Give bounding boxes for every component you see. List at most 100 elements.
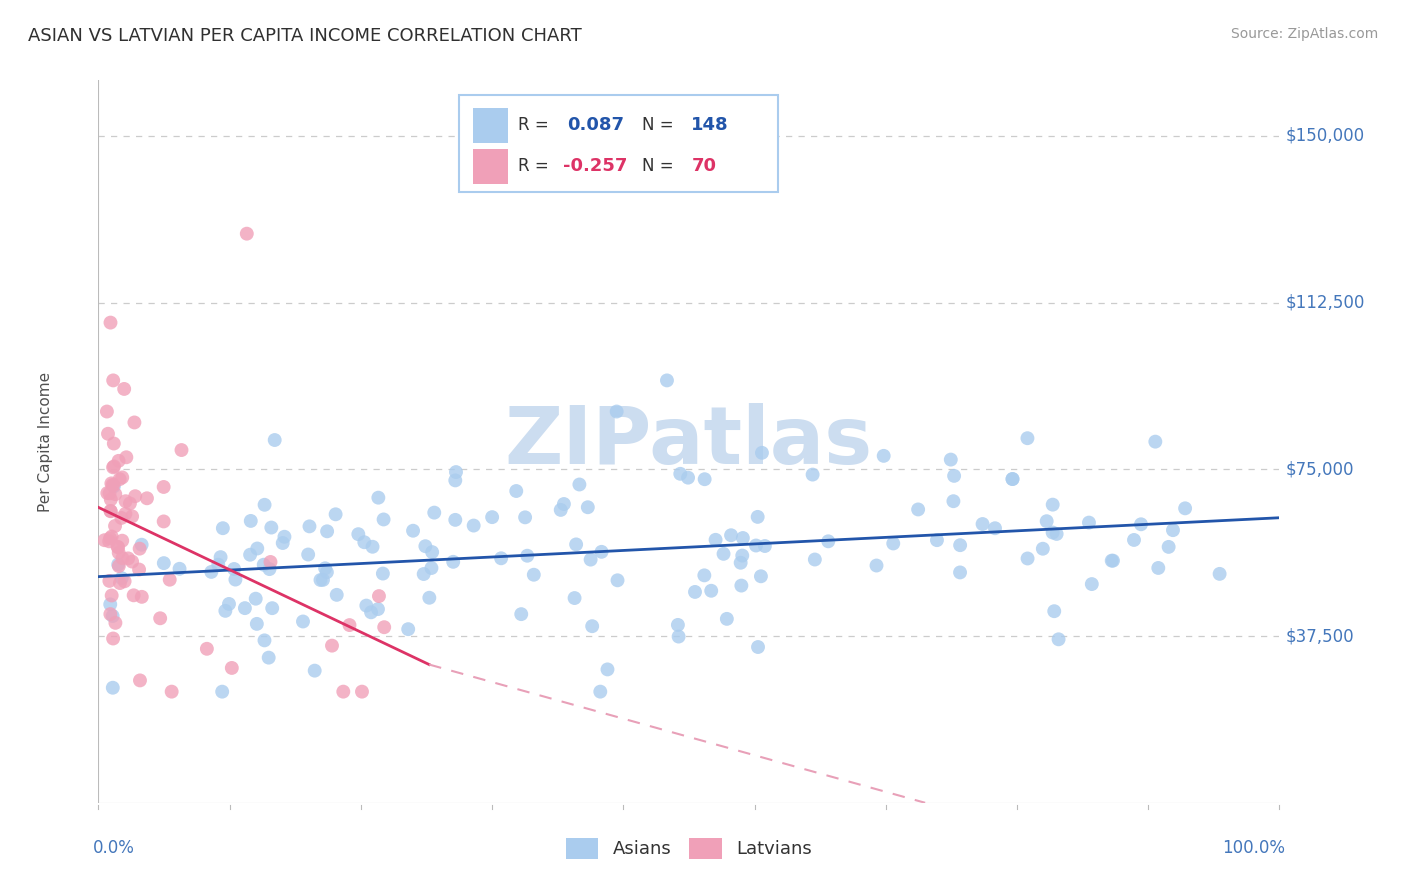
Point [110, 511, 132, 525]
Point [1130, 517, 1153, 532]
Point [321, 639, 343, 653]
Point [668, 630, 690, 644]
Point [122, 588, 145, 602]
Point [200, 565, 222, 579]
Point [589, 684, 612, 698]
Point [361, 540, 384, 554]
Point [103, 479, 125, 493]
Point [112, 382, 135, 396]
Point [754, 539, 776, 553]
Point [298, 519, 321, 533]
Text: ASIAN VS LATVIAN PER CAPITA INCOME CORRELATION CHART: ASIAN VS LATVIAN PER CAPITA INCOME CORRE… [28, 27, 582, 45]
Point [576, 500, 599, 515]
Text: Source: ZipAtlas.com: Source: ZipAtlas.com [1230, 27, 1378, 41]
Point [373, 512, 395, 526]
Point [666, 618, 689, 632]
Point [325, 508, 347, 522]
Point [713, 547, 735, 561]
Text: R =: R = [517, 116, 548, 134]
Point [153, 556, 176, 570]
Point [1001, 472, 1024, 486]
Point [984, 521, 1007, 535]
Point [1102, 554, 1125, 568]
Point [159, 573, 181, 587]
Point [104, 519, 127, 533]
Point [1035, 514, 1057, 528]
Point [128, 541, 150, 556]
Point [236, 227, 259, 241]
Point [98, 607, 121, 621]
Point [98, 532, 121, 546]
Point [350, 684, 373, 698]
Point [720, 528, 742, 542]
Point [101, 632, 124, 646]
Point [124, 416, 146, 430]
Point [423, 506, 446, 520]
Point [304, 664, 326, 678]
Point [596, 662, 619, 676]
Point [418, 591, 440, 605]
Point [1032, 541, 1054, 556]
FancyBboxPatch shape [472, 149, 508, 184]
Point [1043, 604, 1066, 618]
Point [100, 476, 122, 491]
Point [209, 550, 232, 565]
Point [104, 615, 127, 630]
Point [347, 527, 370, 541]
Point [152, 515, 174, 529]
Point [510, 607, 533, 622]
Point [731, 531, 754, 545]
Point [246, 616, 269, 631]
Point [745, 539, 768, 553]
Point [100, 504, 122, 518]
Point [108, 576, 131, 591]
Point [523, 567, 546, 582]
Point [332, 684, 354, 698]
Point [98, 534, 121, 549]
Point [253, 498, 276, 512]
Point [212, 521, 235, 535]
Point [749, 569, 772, 583]
Point [353, 535, 375, 549]
Point [801, 467, 824, 482]
Point [111, 571, 134, 585]
Point [315, 565, 337, 579]
Point [591, 545, 613, 559]
Point [121, 555, 143, 569]
Point [730, 556, 752, 570]
Point [1157, 540, 1180, 554]
Point [152, 480, 174, 494]
Point [1147, 561, 1170, 575]
Point [873, 449, 896, 463]
Point [108, 472, 131, 486]
Point [195, 641, 218, 656]
Point [257, 650, 280, 665]
Point [489, 551, 512, 566]
Point [239, 548, 262, 562]
Point [882, 536, 904, 550]
Point [972, 516, 994, 531]
Point [221, 661, 243, 675]
Point [420, 561, 443, 575]
Point [655, 373, 678, 387]
Point [564, 591, 586, 605]
Text: $112,500: $112,500 [1285, 293, 1365, 311]
Point [98, 486, 121, 500]
Point [568, 477, 591, 491]
Point [103, 373, 125, 387]
Point [93, 533, 115, 548]
Point [149, 611, 172, 625]
Point [700, 583, 723, 598]
Point [108, 559, 131, 574]
Point [1144, 434, 1167, 449]
Point [1017, 431, 1039, 445]
Point [104, 487, 127, 501]
Point [100, 492, 122, 507]
Point [415, 539, 437, 553]
Point [1042, 525, 1064, 540]
Point [100, 589, 122, 603]
Point [131, 538, 153, 552]
Point [865, 558, 887, 573]
Text: -0.257: -0.257 [562, 156, 627, 175]
Point [925, 533, 948, 548]
